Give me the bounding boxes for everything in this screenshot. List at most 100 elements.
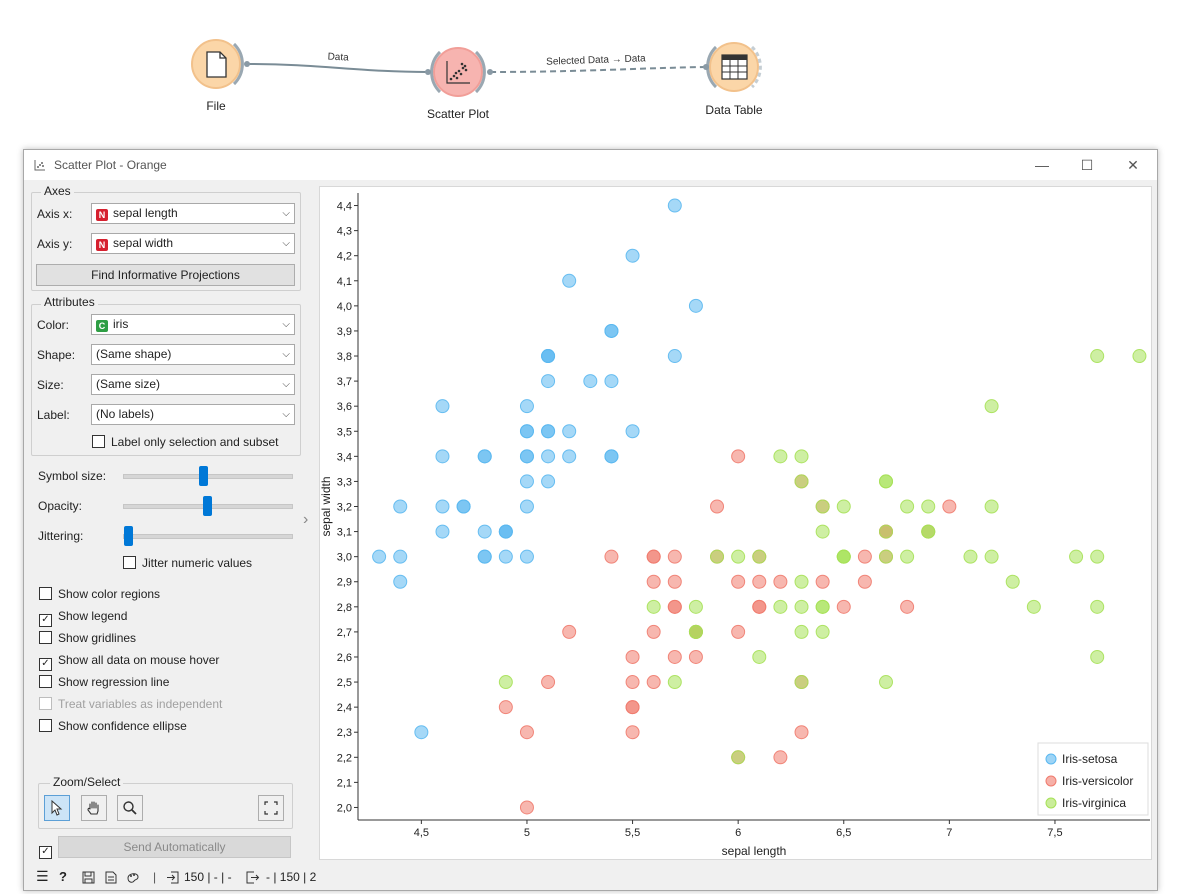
visual-settings-icon[interactable] bbox=[126, 871, 140, 884]
data-point bbox=[625, 725, 640, 740]
input-summary: 150 | - | - bbox=[184, 870, 232, 884]
plot-area[interactable]: 2,0 2,1 2,2 2,3 2,4 2,5 2,6 2,7 2,8 2,9 3,0 3,1 3,2 3… bbox=[319, 186, 1152, 860]
data-point bbox=[519, 800, 534, 815]
shape-value: (Same shape) bbox=[96, 347, 172, 361]
option-label: Show gridlines bbox=[58, 631, 137, 645]
label-label: Label: bbox=[37, 408, 70, 422]
data-point bbox=[794, 725, 809, 740]
data-point bbox=[1090, 599, 1105, 614]
show-regression-line-checkbox[interactable]: Show regression line bbox=[39, 674, 169, 690]
option-label: Show confidence ellipse bbox=[58, 719, 187, 733]
data-point bbox=[710, 549, 725, 564]
scatter-plot-icon bbox=[446, 61, 470, 84]
jittering-slider[interactable] bbox=[123, 534, 293, 539]
y-tick-label: 3,1 bbox=[337, 527, 352, 539]
report-icon[interactable] bbox=[105, 871, 117, 884]
show-all-data-hover-checkbox[interactable]: ✓ Show all data on mouse hover bbox=[39, 652, 220, 671]
data-point bbox=[604, 449, 619, 464]
data-table-node-label: Data Table bbox=[705, 103, 763, 117]
reset-zoom-icon[interactable] bbox=[258, 795, 284, 821]
status-bar: ☰ ? | 150 | - | - - | 150 | 2 bbox=[24, 865, 1157, 889]
close-button[interactable]: ✕ bbox=[1127, 157, 1139, 173]
data-point bbox=[815, 499, 830, 514]
option-label: Show all data on mouse hover bbox=[58, 653, 220, 667]
attributes-group bbox=[31, 304, 301, 456]
x-axis-label: sepal length bbox=[722, 844, 787, 858]
axis-x-label: Axis x: bbox=[37, 207, 73, 221]
find-informative-projections-button[interactable]: Find Informative Projections bbox=[36, 264, 295, 286]
pointer-select-icon[interactable] bbox=[44, 795, 70, 821]
data-point bbox=[857, 549, 872, 564]
send-auto-checkbox[interactable]: ✓ bbox=[39, 840, 58, 859]
symbol-size-slider[interactable] bbox=[123, 474, 293, 479]
table-icon bbox=[721, 54, 748, 80]
data-point bbox=[519, 449, 534, 464]
data-point bbox=[879, 549, 893, 564]
size-combo[interactable]: (Same size) ⌵ bbox=[91, 374, 295, 395]
chevron-down-icon: ⌵ bbox=[282, 208, 290, 219]
opacity-handle[interactable] bbox=[203, 496, 212, 516]
save-icon[interactable] bbox=[82, 871, 95, 884]
data-point bbox=[519, 499, 534, 514]
scatter-chart[interactable]: 2,0 2,1 2,2 2,3 2,4 2,5 2,6 2,7 2,8 2,9 3,0 3,1 3,2 3… bbox=[319, 187, 1151, 859]
shape-label: Shape: bbox=[37, 348, 76, 362]
maximize-button[interactable]: ☐ bbox=[1080, 157, 1094, 173]
y-tick-label: 3,7 bbox=[337, 376, 352, 388]
shape-combo[interactable]: (Same shape) ⌵ bbox=[91, 344, 295, 365]
file-icon bbox=[206, 51, 227, 78]
data-table-node[interactable] bbox=[703, 42, 762, 92]
minimize-button[interactable]: — bbox=[1035, 157, 1049, 173]
data-point bbox=[541, 474, 556, 489]
file-node[interactable] bbox=[191, 39, 250, 89]
data-point bbox=[731, 624, 746, 639]
data-point bbox=[667, 549, 682, 564]
show-gridlines-checkbox[interactable]: Show gridlines bbox=[39, 630, 136, 646]
menu-icon[interactable]: ☰ bbox=[36, 868, 49, 884]
data-point bbox=[477, 549, 492, 564]
y-tick-label: 3,2 bbox=[337, 502, 352, 514]
collapse-panel-icon[interactable]: › bbox=[303, 511, 309, 528]
show-confidence-ellipse-checkbox[interactable]: Show confidence ellipse bbox=[39, 718, 187, 734]
data-point bbox=[393, 499, 408, 514]
symbol-size-handle[interactable] bbox=[199, 466, 208, 486]
label-only-selection-checkbox[interactable]: Label only selection and subset bbox=[92, 434, 278, 450]
data-point bbox=[879, 675, 893, 690]
points-layer bbox=[372, 198, 1147, 815]
data-point bbox=[773, 750, 788, 765]
label-combo[interactable]: (No labels) ⌵ bbox=[91, 404, 295, 425]
y-tick-label: 2,4 bbox=[337, 702, 352, 714]
data-point bbox=[879, 474, 893, 489]
show-color-regions-checkbox[interactable]: Show color regions bbox=[39, 586, 160, 602]
data-point bbox=[519, 474, 534, 489]
help-icon[interactable]: ? bbox=[59, 869, 67, 884]
zoom-magnifier-icon[interactable] bbox=[117, 795, 143, 821]
chevron-down-icon: ⌵ bbox=[282, 238, 290, 249]
show-legend-checkbox[interactable]: ✓ Show legend bbox=[39, 608, 127, 627]
data-point bbox=[435, 449, 450, 464]
jittering-handle[interactable] bbox=[124, 526, 133, 546]
data-point bbox=[477, 449, 492, 464]
jitter-numeric-checkbox[interactable]: Jitter numeric values bbox=[123, 555, 252, 571]
legend-label: Iris-versicolor bbox=[1062, 774, 1133, 788]
data-point bbox=[900, 599, 915, 614]
data-point bbox=[646, 549, 661, 564]
data-point bbox=[646, 599, 661, 614]
data-point bbox=[541, 675, 556, 690]
y-tick-label: 3,5 bbox=[337, 426, 352, 438]
checkbox-box bbox=[39, 697, 52, 710]
checkbox-box bbox=[123, 556, 136, 569]
pan-hand-icon[interactable] bbox=[81, 795, 107, 821]
data-point bbox=[752, 649, 767, 664]
data-point bbox=[604, 549, 619, 564]
data-point bbox=[541, 449, 556, 464]
link-scatter-table[interactable] bbox=[489, 66, 707, 73]
scatter-node[interactable] bbox=[425, 47, 493, 97]
link-file-scatter[interactable] bbox=[246, 63, 429, 73]
data-point bbox=[984, 399, 999, 414]
data-point bbox=[815, 574, 830, 589]
label-only-text: Label only selection and subset bbox=[111, 435, 279, 449]
data-point bbox=[541, 374, 556, 389]
